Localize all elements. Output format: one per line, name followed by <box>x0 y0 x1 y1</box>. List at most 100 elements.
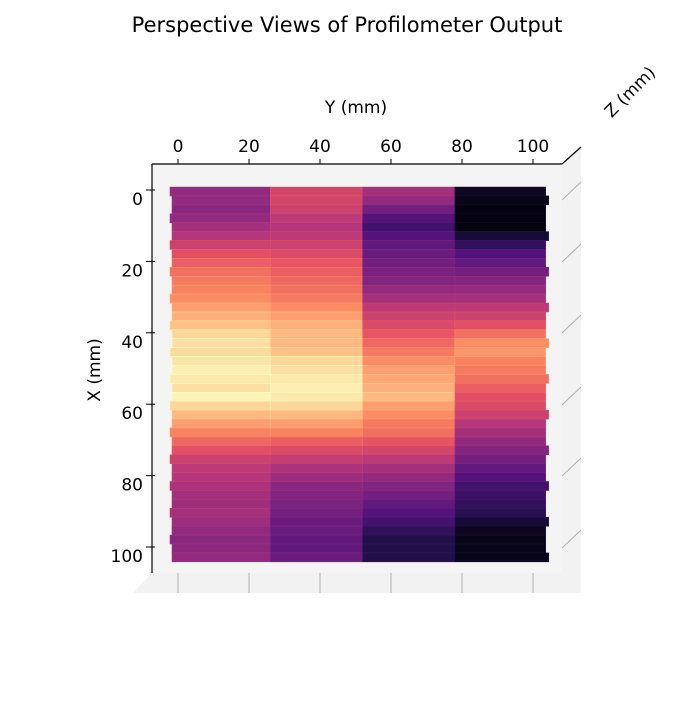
surface-cell <box>169 293 271 304</box>
surface-cell <box>454 534 546 545</box>
surface-cell <box>269 195 363 206</box>
surface-cell <box>362 240 456 250</box>
bottom-pane <box>133 573 581 593</box>
surface-cell <box>454 338 549 348</box>
surface-cell <box>362 258 456 268</box>
surface-cell <box>171 204 271 215</box>
side-grid-line <box>561 243 582 263</box>
surface-cell <box>454 400 546 411</box>
surface-cell <box>269 490 363 500</box>
z-axis-line <box>561 146 582 165</box>
surface-cell <box>362 516 456 527</box>
surface-cell <box>269 374 363 384</box>
surface-cell <box>362 365 456 375</box>
surface-cell <box>171 391 271 402</box>
surface-cell <box>362 204 456 215</box>
surface-cell <box>362 222 456 232</box>
x-tick-label: 40 <box>121 333 143 353</box>
surface-cell <box>269 507 363 518</box>
surface-cell <box>362 275 456 286</box>
surface-cell <box>454 320 546 331</box>
side-grid-line <box>561 181 582 201</box>
surface-cell <box>454 463 546 473</box>
x-tick-label: 20 <box>121 261 143 281</box>
y-tick-label: 80 <box>451 137 473 157</box>
side-grid-line <box>561 386 582 406</box>
surface-cell <box>269 231 363 241</box>
surface-cell <box>362 311 456 322</box>
surface-cell <box>454 186 546 197</box>
x-tick-label: 80 <box>121 476 143 496</box>
surface-cell <box>269 186 363 197</box>
surface-cell <box>171 472 271 482</box>
surface-cell <box>171 311 271 322</box>
surface-cell <box>169 267 271 277</box>
surface-cell <box>362 231 456 241</box>
surface-cell <box>454 499 546 509</box>
surface-cell <box>269 516 363 527</box>
surface-cell <box>454 240 546 250</box>
surface-cell <box>171 284 271 295</box>
surface-cell <box>269 525 363 536</box>
surface-cell <box>269 391 363 402</box>
surface-cell <box>269 320 363 331</box>
surface-cell <box>269 311 363 322</box>
surface-cell <box>362 338 456 348</box>
surface-cell <box>454 383 546 393</box>
surface-cell <box>269 436 363 447</box>
y-tick-label: 60 <box>380 137 402 157</box>
surface-cell <box>362 445 456 456</box>
surface-cell <box>362 400 456 411</box>
surface-cell <box>269 552 363 563</box>
surface-cell <box>454 552 549 563</box>
surface-cell <box>454 409 549 420</box>
pane-grid <box>177 181 582 593</box>
surface-cell <box>454 356 546 366</box>
surface-cell <box>169 400 271 411</box>
surface-cell <box>362 552 456 563</box>
surface-cell <box>171 516 271 527</box>
y-tick-label: 100 <box>517 137 549 157</box>
surface-cell <box>169 427 271 438</box>
surface-cell <box>171 249 271 259</box>
surface-cell <box>169 213 271 223</box>
y-tick-label: 0 <box>173 137 184 157</box>
surface-cell <box>362 534 456 545</box>
surface-cell <box>454 231 549 241</box>
surface-cell <box>454 427 546 438</box>
surface-cell <box>454 436 546 447</box>
surface-plot <box>169 186 549 563</box>
surface-cell <box>171 543 271 554</box>
surface-cell <box>362 329 456 340</box>
side-grid-line <box>561 457 582 477</box>
surface-cell <box>171 409 271 420</box>
surface-cell <box>269 543 363 554</box>
surface-cell <box>362 195 456 206</box>
x-tick-label: 60 <box>121 404 143 424</box>
surface-cell <box>362 391 456 402</box>
surface-cell <box>269 258 363 268</box>
surface-cell <box>454 454 546 464</box>
surface-cell <box>454 258 546 268</box>
surface-cell <box>362 507 456 518</box>
surface-cell <box>171 463 271 473</box>
surface-cell <box>171 525 271 536</box>
surface-cell <box>362 436 456 447</box>
surface-cell <box>454 302 549 313</box>
surface-cell <box>362 454 456 464</box>
surface-cell <box>362 249 456 259</box>
surface-cell <box>269 347 363 357</box>
surface-cell <box>171 258 271 268</box>
surface-cell <box>362 472 456 482</box>
surface-cell <box>171 436 271 447</box>
surface-cell <box>454 374 549 384</box>
surface-cell <box>454 311 546 322</box>
chart-title: Perspective Views of Profilometer Output <box>132 13 563 37</box>
surface-cell <box>269 409 363 420</box>
surface-cell <box>454 204 546 215</box>
surface-cell <box>362 525 456 536</box>
side-grid-line <box>561 314 582 334</box>
surface-cell <box>269 534 363 545</box>
